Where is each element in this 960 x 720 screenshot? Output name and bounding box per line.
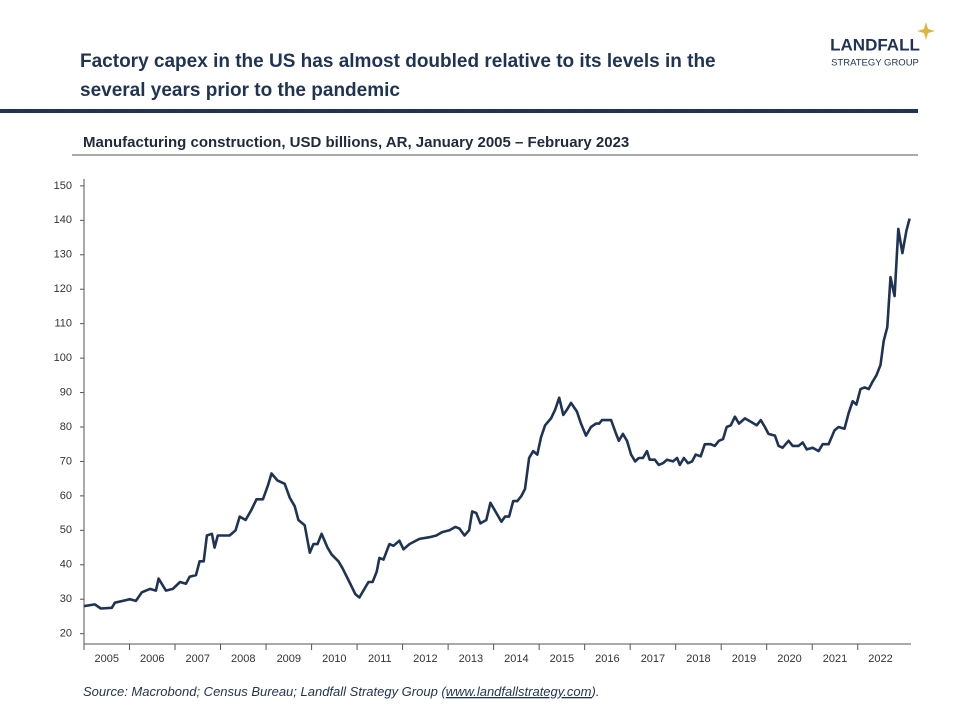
x-tick-label: 2007 [186,653,210,665]
y-tick-label: 30 [60,593,72,605]
x-tick-label: 2009 [277,653,301,665]
y-tick-label: 150 [54,180,72,192]
x-tick-label: 2014 [504,653,528,665]
x-tick-label: 2013 [459,653,483,665]
logo-name: LANDFALL [830,35,920,54]
chart-title: Factory capex in the US has almost doubl… [80,51,716,72]
y-tick-label: 20 [60,628,72,640]
x-tick-label: 2015 [550,653,574,665]
x-tick-label: 2018 [686,653,710,665]
y-tick-label: 40 [60,559,72,571]
x-tick-label: 2010 [322,653,346,665]
x-tick-label: 2020 [777,653,801,665]
y-tick-label: 110 [54,318,72,330]
x-tick-label: 2005 [95,653,119,665]
chart-title: several years prior to the pandemic [80,80,400,101]
x-tick-label: 2021 [823,653,847,665]
x-tick-label: 2016 [595,653,619,665]
y-tick-label: 140 [54,214,72,226]
y-tick-label: 130 [54,249,72,261]
y-tick-label: 60 [60,490,72,502]
series-line [83,218,911,610]
logo-tagline: STRATEGY GROUP [831,58,919,69]
y-tick-label: 80 [60,421,72,433]
y-tick-label: 120 [54,283,72,295]
x-tick-label: 2008 [231,653,255,665]
source-link[interactable]: www.landfallstrategy.com [446,684,592,699]
source-prefix: Source: Macrobond; Census Bureau; Landfa… [83,684,447,699]
source-suffix: ). [589,684,599,699]
y-tick-label: 100 [54,352,72,364]
x-tick-label: 2012 [413,653,437,665]
header-rule [0,109,918,113]
y-tick-label: 50 [60,524,72,536]
x-tick-label: 2006 [140,653,164,665]
x-tick-label: 2011 [368,653,392,665]
y-tick-label: 70 [60,455,72,467]
y-tick-label: 90 [60,386,72,398]
logo-star [917,22,935,40]
x-tick-label: 2019 [732,653,756,665]
source: Source: Macrobond; Census Bureau; Landfa… [83,684,599,699]
x-tick-label: 2017 [641,653,665,665]
chart-subtitle: Manufacturing construction, USD billions… [83,134,629,151]
x-tick-label: 2022 [868,653,892,665]
